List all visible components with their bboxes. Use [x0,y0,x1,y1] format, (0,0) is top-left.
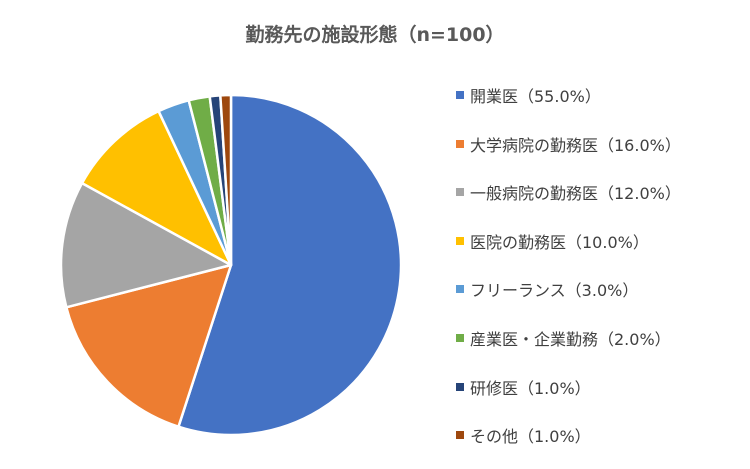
legend-label-3: 一般病院の勤務医（12.0%） [470,184,681,204]
legend-item-6: 産業医・企業勤務（2.0%） [456,323,681,353]
legend-label-1: 開業医（55.0%） [470,87,601,106]
pie-slice-2 [65,263,233,428]
legend-label-6: 産業医・企業勤務（2.0%） [470,329,671,349]
legend-item-2: 大学病院の勤務医（16.0%） [456,129,681,159]
legend-item-3: 一般病院の勤務医（12.0%） [456,177,681,207]
legend-swatch-5 [456,285,464,294]
legend-label-2: 大学病院の勤務医（16.0%） [470,135,681,155]
legend-swatch-2 [456,139,464,148]
legend-swatch-7 [456,382,464,391]
chart-title: 勤務先の施設形態（n=100） [245,24,505,46]
pie-slice-4 [80,109,233,267]
pie-slice-8 [219,93,233,267]
legend-swatch-8 [456,431,464,440]
legend-swatch-3 [456,188,464,197]
legend-label-8: その他（1.0%） [470,427,591,447]
legend-item-4: 医院の勤務医（10.0%） [456,226,681,256]
legend-swatch-4 [456,236,464,245]
legend-swatch-6 [456,333,464,342]
legend-item-7: 研修医（1.0%） [456,372,681,402]
legend-item-1: 開業医（55.0%） [456,80,681,110]
pie-slice-3 [59,181,233,309]
legend-swatch-1 [456,91,464,99]
pie-slice-1 [177,93,403,437]
legend-item-8: その他（1.0%） [456,420,681,450]
legend-label-4: 医院の勤務医（10.0%） [470,232,649,252]
legend: 開業医（55.0%） 大学病院の勤務医（16.0%） 一般病院の勤務医（12.0%）… [456,80,681,469]
legend-label-5: フリーランス（3.0%） [470,281,639,301]
legend-label-7: 研修医（1.0%） [470,378,591,398]
legend-item-5: フリーランス（3.0%） [456,274,681,304]
